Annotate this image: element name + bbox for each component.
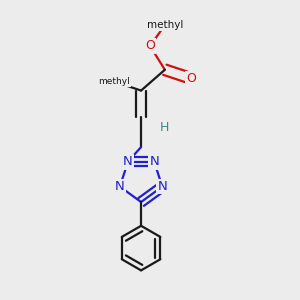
Text: N: N: [115, 180, 125, 193]
Text: methyl: methyl: [147, 20, 183, 30]
Text: N: N: [149, 155, 159, 168]
Text: H: H: [160, 121, 170, 134]
Text: N: N: [158, 180, 167, 193]
Text: O: O: [145, 40, 155, 52]
Text: N: N: [123, 155, 133, 168]
Text: methyl: methyl: [98, 77, 130, 86]
Text: O: O: [187, 72, 196, 85]
